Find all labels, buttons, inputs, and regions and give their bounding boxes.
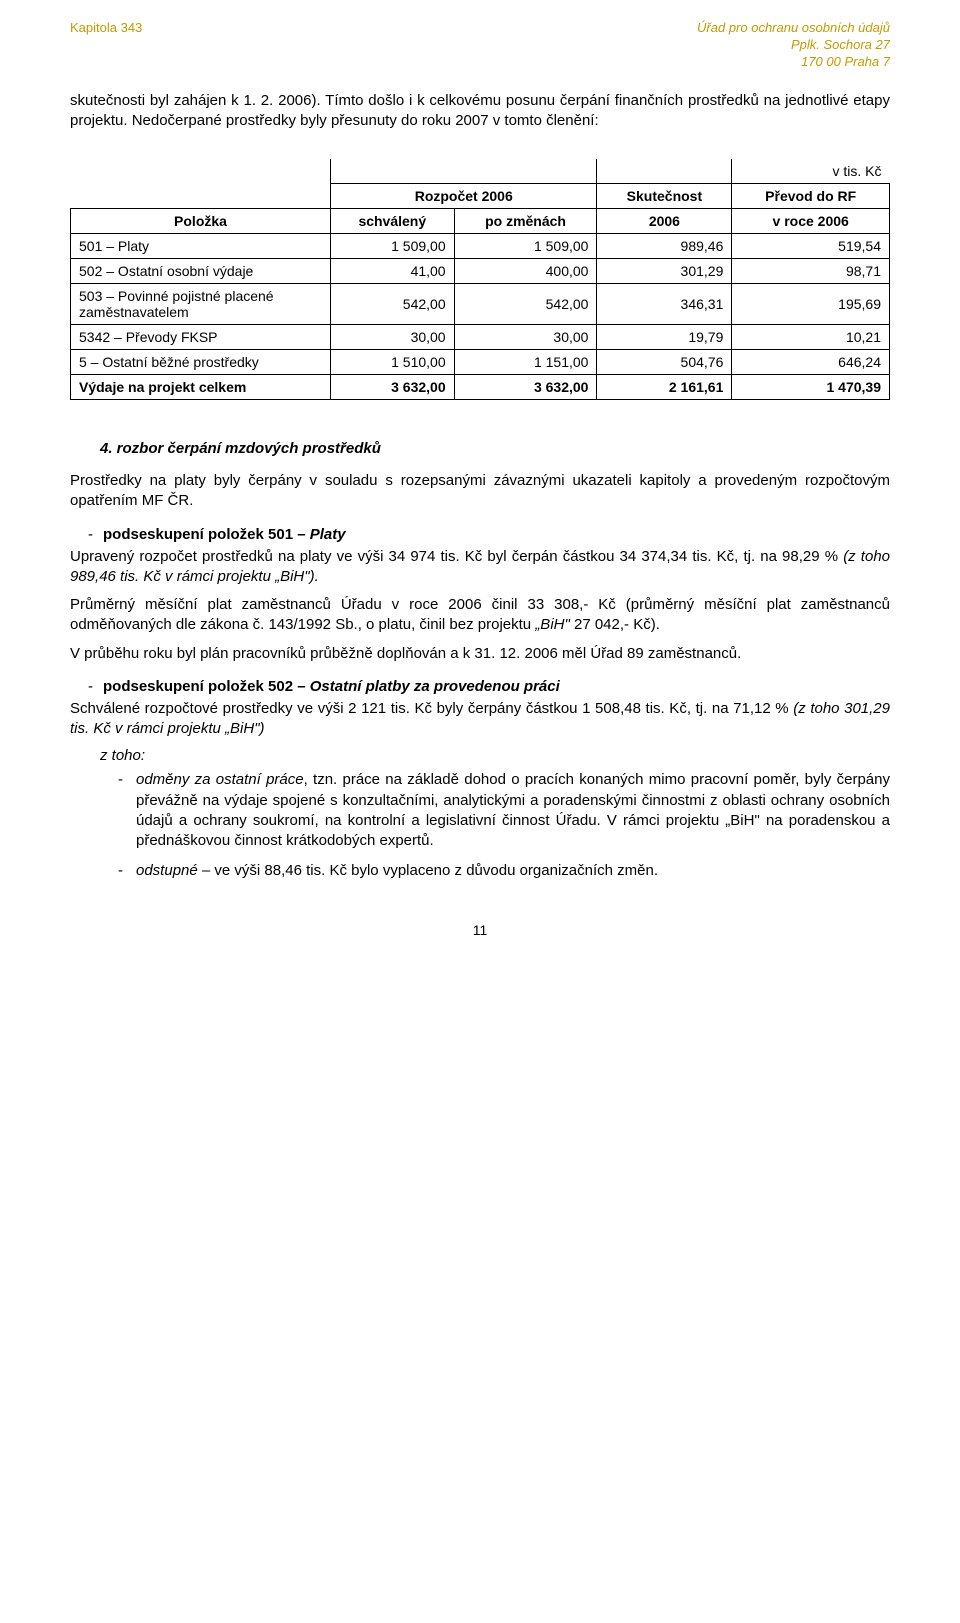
page-number: 11	[70, 922, 890, 938]
row-c2: 400,00	[454, 259, 597, 284]
sub-501-suffix: Platy	[310, 526, 346, 543]
table-row-total: Výdaje na projekt celkem 3 632,00 3 632,…	[71, 375, 890, 400]
th-rozpocet: Rozpočet 2006	[331, 184, 597, 209]
sub-501-prefix: podseskupení položek 501 –	[103, 526, 310, 543]
th-po-zmenach: po změnách	[454, 209, 597, 234]
th-skutecnost: Skutečnost	[597, 184, 732, 209]
row-c1: 542,00	[331, 284, 455, 325]
p3c: 27 042,- Kč).	[574, 616, 660, 633]
row-c3: 2 161,61	[597, 375, 732, 400]
th-schvaleny: schválený	[331, 209, 455, 234]
table-row: 5 – Ostatní běžné prostředky 1 510,00 1 …	[71, 350, 890, 375]
row-c2: 1 151,00	[454, 350, 597, 375]
sub-501-heading: -podseskupení položek 501 – Platy	[70, 526, 890, 543]
row-c2: 542,00	[454, 284, 597, 325]
row-label: 5 – Ostatní běžné prostředky	[71, 350, 331, 375]
li2-term: odstupné	[136, 862, 198, 879]
row-c4: 519,54	[732, 234, 890, 259]
row-c3: 504,76	[597, 350, 732, 375]
row-c1: 41,00	[331, 259, 455, 284]
bullet-dash: -	[88, 526, 93, 543]
list-item: odstupné – ve výši 88,46 tis. Kč bylo vy…	[118, 861, 890, 881]
z-toho-list: odměny za ostatní práce, tzn. práce na z…	[70, 770, 890, 881]
intro-paragraph: skutečnosti byl zahájen k 1. 2. 2006). T…	[70, 91, 890, 132]
row-c4: 195,69	[732, 284, 890, 325]
section-4-title: 4. rozbor čerpání mzdových prostředků	[100, 440, 890, 457]
page-container: Kapitola 343 Úřad pro ochranu osobních ú…	[0, 0, 960, 968]
row-label: 502 – Ostatní osobní výdaje	[71, 259, 331, 284]
table-unit-label: v tis. Kč	[732, 159, 890, 184]
th-prevod: Převod do RF	[732, 184, 890, 209]
row-c3: 301,29	[597, 259, 732, 284]
row-c1: 30,00	[331, 325, 455, 350]
budget-table: v tis. Kč Rozpočet 2006 Skutečnost Převo…	[70, 159, 890, 400]
p3b: „BiH"	[535, 616, 574, 633]
page-header: Kapitola 343 Úřad pro ochranu osobních ú…	[70, 20, 890, 71]
header-street: Pplk. Sochora 27	[697, 37, 890, 54]
bullet-dash: -	[88, 678, 93, 695]
table-row: 502 – Ostatní osobní výdaje 41,00 400,00…	[71, 259, 890, 284]
header-org: Úřad pro ochranu osobních údajů	[697, 20, 890, 37]
row-label: 5342 – Převody FKSP	[71, 325, 331, 350]
th-skutecnost-year: 2006	[597, 209, 732, 234]
row-label: Výdaje na projekt celkem	[71, 375, 331, 400]
table-row: 501 – Platy 1 509,00 1 509,00 989,46 519…	[71, 234, 890, 259]
section-4-p5: Schválené rozpočtové prostředky ve výši …	[70, 699, 890, 740]
row-c2: 3 632,00	[454, 375, 597, 400]
p2-text: Upravený rozpočet prostředků na platy ve…	[70, 548, 843, 565]
row-c4: 646,24	[732, 350, 890, 375]
section-4-p1: Prostředky na platy byly čerpány v soula…	[70, 471, 890, 512]
section-4-p3: Průměrný měsíční plat zaměstnanců Úřadu …	[70, 595, 890, 636]
header-city: 170 00 Praha 7	[697, 54, 890, 71]
row-c1: 1 510,00	[331, 350, 455, 375]
row-c3: 989,46	[597, 234, 732, 259]
row-c1: 3 632,00	[331, 375, 455, 400]
sub-502-heading: -podseskupení položek 502 – Ostatní plat…	[70, 678, 890, 695]
row-c3: 346,31	[597, 284, 732, 325]
li2-rest: – ve výši 88,46 tis. Kč bylo vyplaceno z…	[198, 862, 658, 879]
z-toho-label: z toho:	[100, 747, 890, 764]
list-item: odměny za ostatní práce, tzn. práce na z…	[118, 770, 890, 851]
header-right: Úřad pro ochranu osobních údajů Pplk. So…	[697, 20, 890, 71]
table-row: 5342 – Převody FKSP 30,00 30,00 19,79 10…	[71, 325, 890, 350]
row-c2: 30,00	[454, 325, 597, 350]
section-4-p2: Upravený rozpočet prostředků na platy ve…	[70, 547, 890, 588]
th-polozka: Položka	[71, 209, 331, 234]
sub-502-suffix: Ostatní platby za provedenou práci	[310, 678, 560, 695]
p3a: Průměrný měsíční plat zaměstnanců Úřadu …	[70, 596, 890, 633]
sub-502-prefix: podseskupení položek 502 –	[103, 678, 310, 695]
row-c1: 1 509,00	[331, 234, 455, 259]
th-prevod-year: v roce 2006	[732, 209, 890, 234]
row-c2: 1 509,00	[454, 234, 597, 259]
row-c4: 98,71	[732, 259, 890, 284]
section-4-p4: V průběhu roku byl plán pracovníků průbě…	[70, 644, 890, 664]
header-left: Kapitola 343	[70, 20, 142, 71]
table-row: 503 – Povinné pojistné placené zaměstnav…	[71, 284, 890, 325]
row-c4: 1 470,39	[732, 375, 890, 400]
row-label: 501 – Platy	[71, 234, 331, 259]
row-c4: 10,21	[732, 325, 890, 350]
li1-term: odměny za ostatní práce	[136, 771, 304, 788]
row-c3: 19,79	[597, 325, 732, 350]
p5a: Schválené rozpočtové prostředky ve výši …	[70, 700, 793, 717]
row-label: 503 – Povinné pojistné placené zaměstnav…	[71, 284, 331, 325]
